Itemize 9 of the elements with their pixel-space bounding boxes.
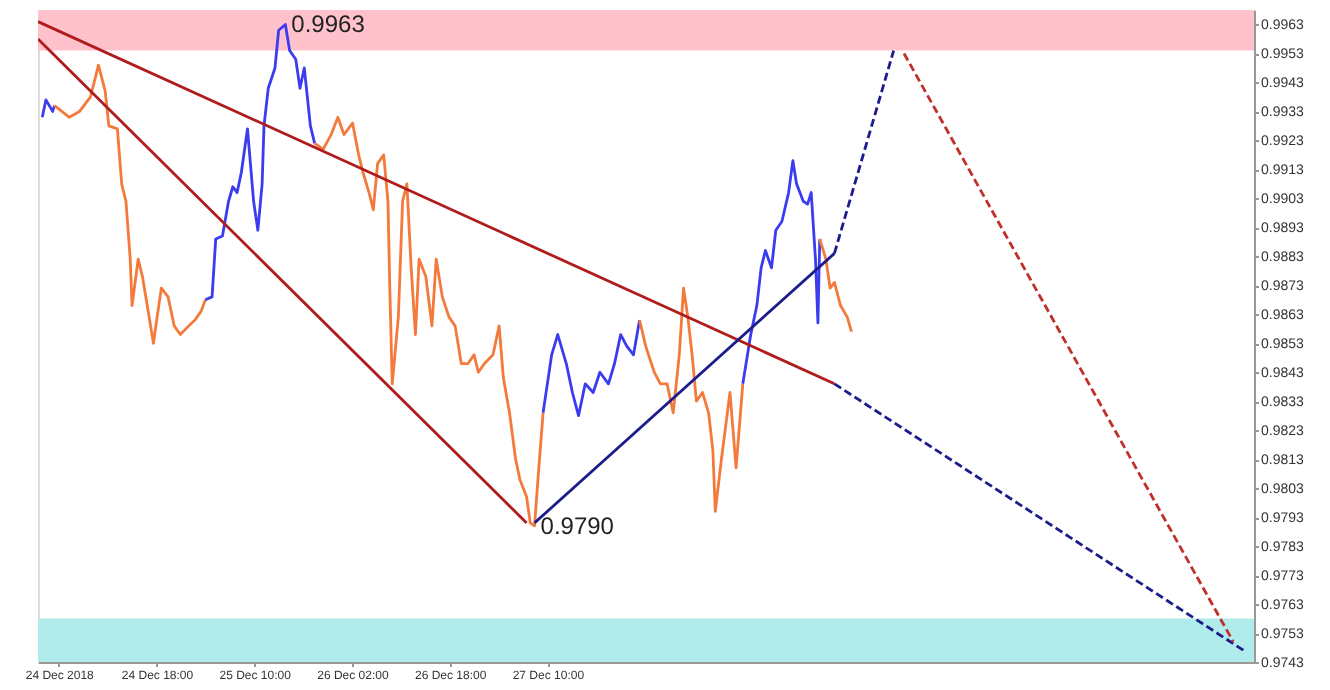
annotation: 0.9963 (291, 10, 366, 39)
line-series (638, 286, 745, 513)
line-series (40, 98, 56, 119)
line-series (53, 63, 207, 345)
annotation: 0.9790 (540, 511, 615, 540)
line-series (313, 115, 545, 528)
line-series (541, 318, 641, 418)
line-series (818, 237, 853, 334)
line-series (741, 159, 822, 386)
